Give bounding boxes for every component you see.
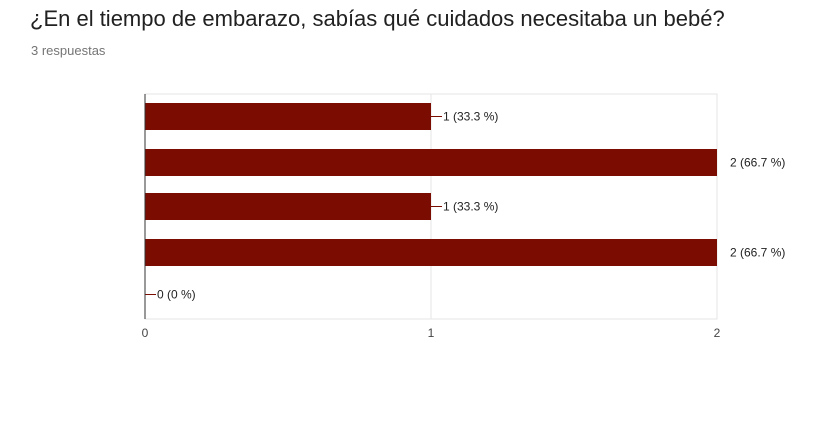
x-tick-label: 2 <box>714 326 721 340</box>
bar <box>145 103 431 130</box>
bar <box>145 193 431 220</box>
bar <box>145 149 717 176</box>
question-title: ¿En el tiempo de embarazo, sabías qué cu… <box>30 6 725 31</box>
data-label: 2 (66.7 %) <box>730 246 785 260</box>
response-count: 3 respuestas <box>31 43 106 58</box>
data-label: 1 (33.3 %) <box>443 200 498 214</box>
data-label: 1 (33.3 %) <box>443 110 498 124</box>
data-label: 0 (0 %) <box>157 288 196 302</box>
x-tick-label: 0 <box>142 326 149 340</box>
bar <box>145 239 717 266</box>
x-tick-label: 1 <box>428 326 435 340</box>
data-label: 2 (66.7 %) <box>730 156 785 170</box>
